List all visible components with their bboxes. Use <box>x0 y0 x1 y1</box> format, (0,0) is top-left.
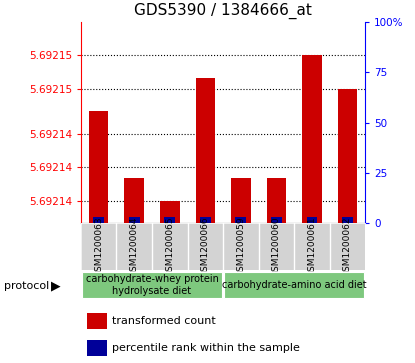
Bar <box>124 179 144 223</box>
Bar <box>87 314 107 329</box>
Text: GSM1200066: GSM1200066 <box>201 216 210 277</box>
Bar <box>200 217 211 223</box>
Bar <box>93 217 104 223</box>
Text: protocol: protocol <box>4 281 49 291</box>
Text: GSM1200062: GSM1200062 <box>343 217 352 277</box>
Bar <box>307 217 317 223</box>
Bar <box>160 201 180 223</box>
FancyBboxPatch shape <box>82 272 222 298</box>
Title: GDS5390 / 1384666_at: GDS5390 / 1384666_at <box>134 3 312 19</box>
Bar <box>302 55 322 223</box>
Bar <box>195 78 215 223</box>
Text: carbohydrate-amino acid diet: carbohydrate-amino acid diet <box>222 280 366 290</box>
Text: ▶: ▶ <box>51 279 61 292</box>
Bar <box>87 340 107 356</box>
Bar <box>89 111 108 223</box>
Text: percentile rank within the sample: percentile rank within the sample <box>112 343 300 353</box>
Text: GSM1200059: GSM1200059 <box>236 216 245 277</box>
Bar <box>231 179 251 223</box>
Bar <box>129 217 139 223</box>
Bar <box>271 217 282 223</box>
Text: GSM1200065: GSM1200065 <box>165 216 174 277</box>
Text: GSM1200063: GSM1200063 <box>94 216 103 277</box>
Text: GSM1200060: GSM1200060 <box>272 216 281 277</box>
Text: carbohydrate-whey protein
hydrolysate diet: carbohydrate-whey protein hydrolysate di… <box>85 274 218 296</box>
FancyBboxPatch shape <box>224 272 364 298</box>
Bar <box>266 179 286 223</box>
Text: GSM1200061: GSM1200061 <box>308 216 316 277</box>
Bar <box>164 217 175 223</box>
Text: GSM1200064: GSM1200064 <box>130 217 139 277</box>
Bar <box>342 217 353 223</box>
Bar <box>338 89 357 223</box>
Text: transformed count: transformed count <box>112 317 216 326</box>
Bar <box>235 217 246 223</box>
